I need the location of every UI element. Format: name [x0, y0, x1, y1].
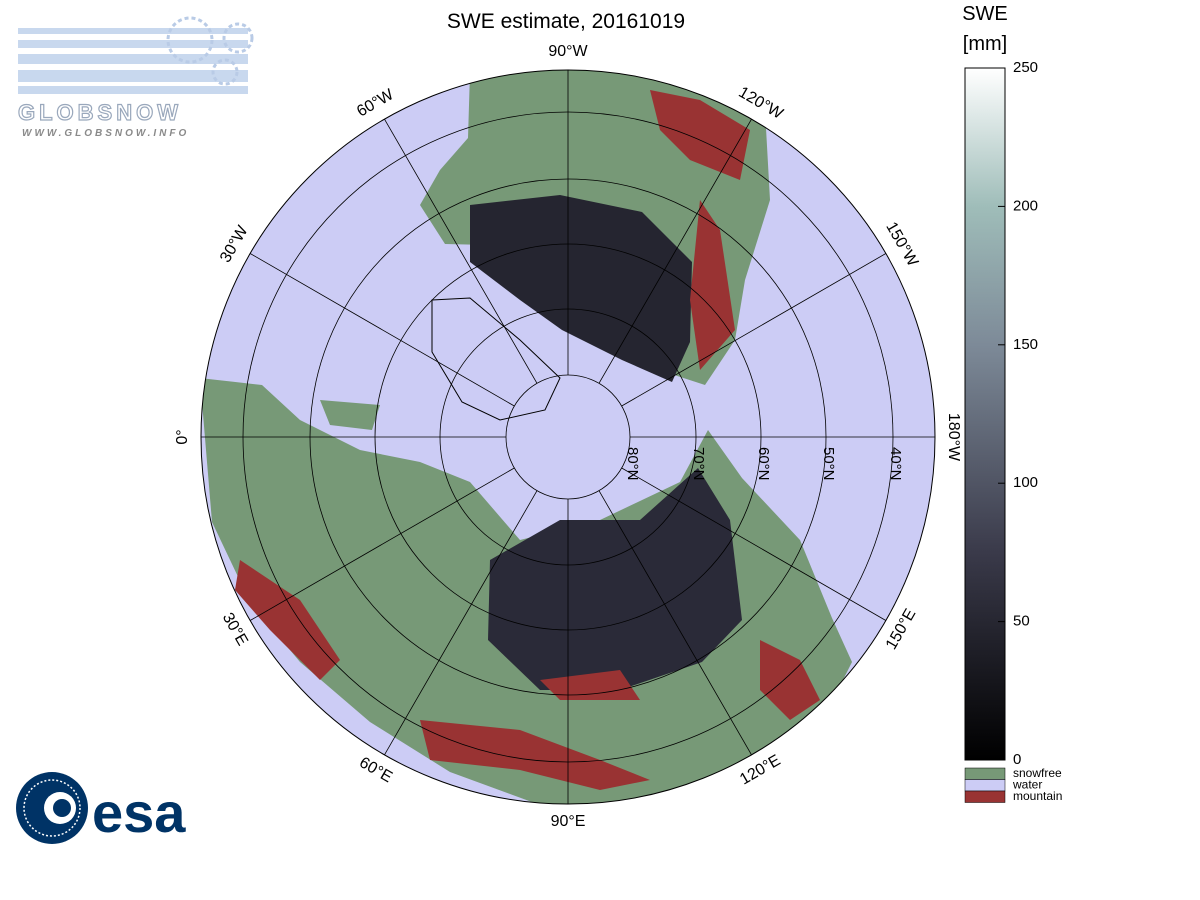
colorbar-tick-label: 50	[1013, 613, 1030, 630]
logo-text: GLOBSNOW	[18, 100, 182, 125]
colorbar-tick-label: 150	[1013, 336, 1038, 353]
parallel-label: 40°N	[887, 447, 904, 481]
parallel-label: 50°N	[820, 447, 837, 481]
class-swatch	[964, 767, 1006, 780]
meridian	[249, 467, 515, 621]
colorbar-label: SWE	[962, 3, 1008, 25]
meridian	[384, 118, 538, 384]
colorbar	[964, 67, 1006, 761]
meridian-label: 90°W	[548, 43, 588, 60]
parallel-label: 60°N	[755, 447, 772, 481]
mountain	[760, 640, 820, 720]
logo-text: esa	[92, 781, 186, 844]
meridian-label: 90°E	[551, 813, 586, 830]
mountain	[235, 560, 340, 680]
meridian	[621, 467, 887, 621]
class-label: water	[1012, 778, 1042, 792]
map-border	[200, 69, 936, 805]
class-label: mountain	[1013, 789, 1062, 803]
parallel-label: 80°N	[624, 447, 641, 481]
class-swatch	[964, 779, 1006, 792]
meridian	[249, 253, 515, 407]
map-title: SWE estimate, 20161019	[447, 10, 685, 33]
meridian-label: 0°	[174, 429, 191, 444]
parallel-label: 70°N	[690, 447, 707, 481]
globsnow-logo: GLOBSNOW WWW.GLOBSNOW.INFO	[17, 16, 254, 139]
logo-url: WWW.GLOBSNOW.INFO	[22, 128, 189, 139]
mountain	[420, 720, 650, 790]
snow-cover	[470, 195, 692, 382]
colorbar-tick-label: 0	[1013, 751, 1021, 768]
land	[320, 400, 380, 430]
esa-logo: esa	[16, 772, 186, 844]
meridian	[621, 253, 887, 407]
meridian	[598, 490, 752, 756]
class-swatch	[964, 790, 1006, 803]
snow-cover	[488, 468, 742, 690]
mountain	[540, 670, 640, 700]
meridian-label: 60°E	[356, 754, 395, 786]
class-label: snowfree	[1013, 766, 1062, 780]
mountain	[650, 90, 750, 180]
meridian-label: 180°W	[945, 413, 962, 462]
meridian	[598, 118, 752, 384]
map	[201, 70, 935, 804]
colorbar-tick-label: 250	[1013, 59, 1038, 76]
meridian-label: 30°E	[219, 610, 251, 649]
colorbar-label: [mm]	[963, 33, 1007, 55]
meridian	[384, 490, 538, 756]
colorbar-tick-label: 200	[1013, 197, 1038, 214]
mountain	[690, 200, 735, 370]
colorbar-tick-label: 100	[1013, 474, 1038, 491]
